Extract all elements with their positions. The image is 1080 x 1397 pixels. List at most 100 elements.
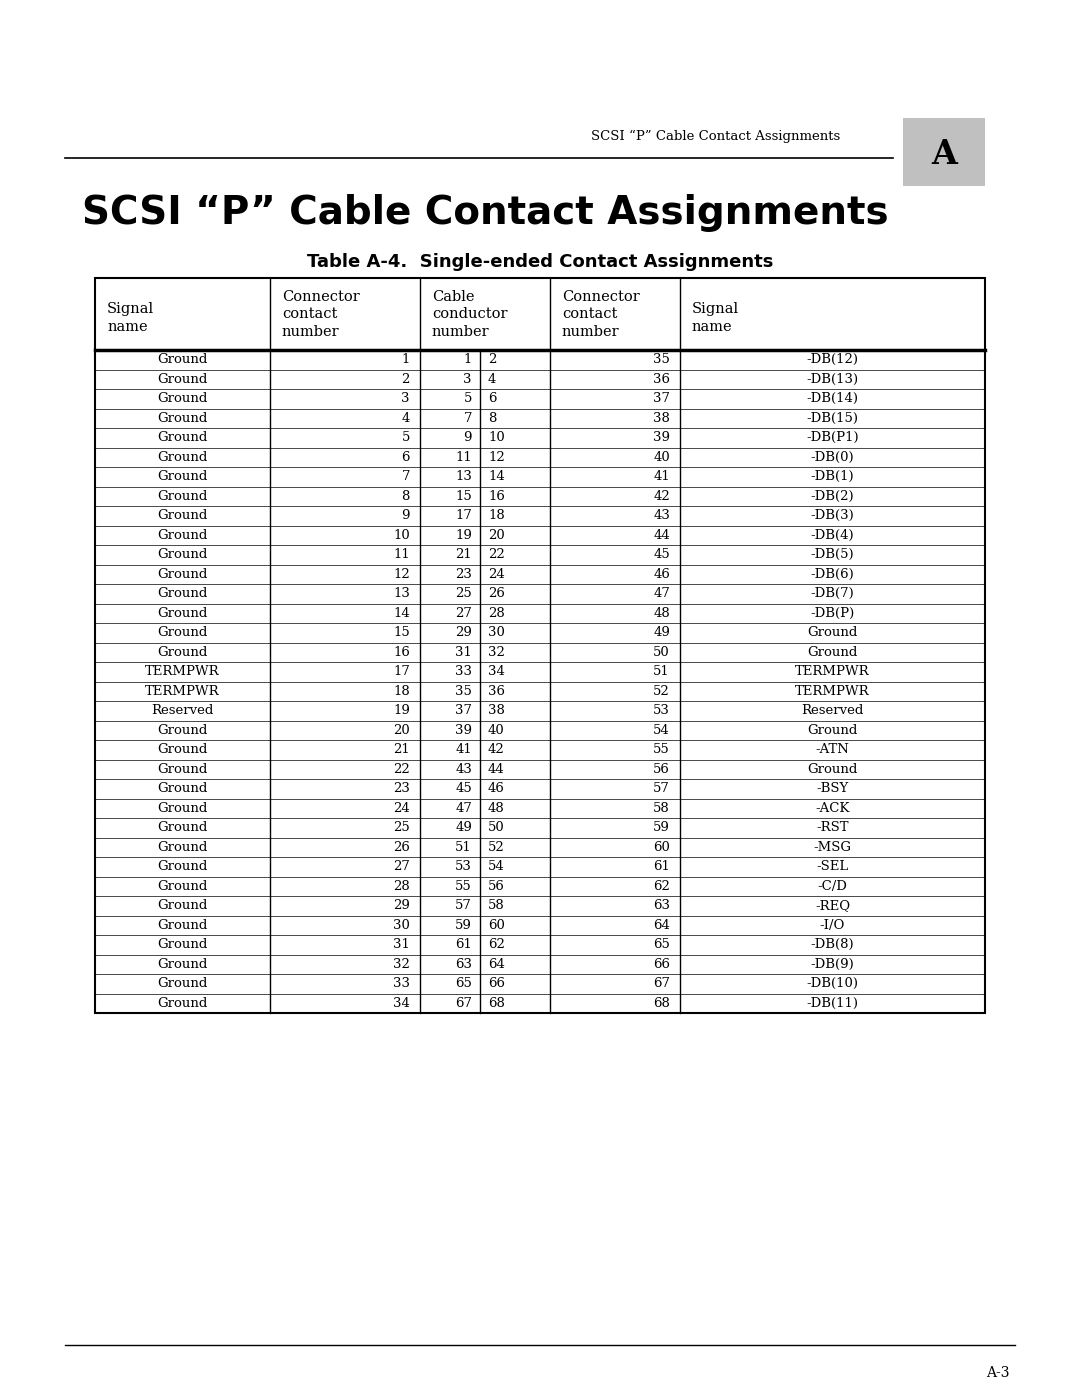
Text: 19: 19 bbox=[455, 528, 472, 542]
Text: Ground: Ground bbox=[158, 958, 207, 971]
Text: Reserved: Reserved bbox=[801, 704, 864, 717]
Text: 4: 4 bbox=[402, 412, 410, 425]
Text: 9: 9 bbox=[402, 510, 410, 522]
Text: -ATN: -ATN bbox=[815, 743, 850, 756]
Text: Ground: Ground bbox=[158, 432, 207, 444]
Text: 14: 14 bbox=[488, 471, 504, 483]
Text: -C/D: -C/D bbox=[818, 880, 848, 893]
Text: Ground: Ground bbox=[158, 939, 207, 951]
Text: 35: 35 bbox=[455, 685, 472, 697]
Text: 20: 20 bbox=[488, 528, 504, 542]
Text: 56: 56 bbox=[653, 763, 670, 775]
Text: 31: 31 bbox=[455, 645, 472, 659]
Text: 48: 48 bbox=[653, 606, 670, 620]
Text: 45: 45 bbox=[456, 782, 472, 795]
Text: 25: 25 bbox=[393, 821, 410, 834]
Text: 5: 5 bbox=[402, 432, 410, 444]
Text: 40: 40 bbox=[488, 724, 504, 736]
Text: Ground: Ground bbox=[158, 900, 207, 912]
Text: 21: 21 bbox=[456, 548, 472, 562]
Text: 32: 32 bbox=[488, 645, 504, 659]
Text: -DB(6): -DB(6) bbox=[811, 567, 854, 581]
Text: -DB(10): -DB(10) bbox=[807, 978, 859, 990]
Text: 44: 44 bbox=[488, 763, 504, 775]
Text: 37: 37 bbox=[653, 393, 670, 405]
Text: 46: 46 bbox=[488, 782, 504, 795]
Text: 17: 17 bbox=[455, 510, 472, 522]
Text: Ground: Ground bbox=[158, 861, 207, 873]
Text: 60: 60 bbox=[653, 841, 670, 854]
Text: Ground: Ground bbox=[158, 763, 207, 775]
Text: 32: 32 bbox=[393, 958, 410, 971]
Text: -DB(4): -DB(4) bbox=[811, 528, 854, 542]
Text: 67: 67 bbox=[653, 978, 670, 990]
Text: 33: 33 bbox=[455, 665, 472, 679]
Text: Ground: Ground bbox=[158, 451, 207, 464]
Text: 30: 30 bbox=[393, 919, 410, 932]
Text: Ground: Ground bbox=[808, 763, 858, 775]
Text: -DB(P1): -DB(P1) bbox=[806, 432, 859, 444]
Text: -DB(0): -DB(0) bbox=[811, 451, 854, 464]
Text: 54: 54 bbox=[653, 724, 670, 736]
Text: 62: 62 bbox=[488, 939, 504, 951]
Text: TERMPWR: TERMPWR bbox=[795, 685, 869, 697]
Text: 59: 59 bbox=[455, 919, 472, 932]
Text: TERMPWR: TERMPWR bbox=[145, 665, 220, 679]
Text: 64: 64 bbox=[488, 958, 504, 971]
Text: 49: 49 bbox=[653, 626, 670, 640]
Text: SCSI “P” Cable Contact Assignments: SCSI “P” Cable Contact Assignments bbox=[82, 194, 889, 232]
Text: Ground: Ground bbox=[158, 471, 207, 483]
Text: 26: 26 bbox=[488, 587, 504, 601]
Text: 6: 6 bbox=[402, 451, 410, 464]
Text: 5: 5 bbox=[463, 393, 472, 405]
Text: 8: 8 bbox=[488, 412, 497, 425]
Text: 33: 33 bbox=[393, 978, 410, 990]
Text: -DB(7): -DB(7) bbox=[811, 587, 854, 601]
Text: TERMPWR: TERMPWR bbox=[145, 685, 220, 697]
Text: 16: 16 bbox=[393, 645, 410, 659]
Text: Ground: Ground bbox=[158, 353, 207, 366]
Text: 15: 15 bbox=[456, 490, 472, 503]
Text: 39: 39 bbox=[455, 724, 472, 736]
Text: 23: 23 bbox=[455, 567, 472, 581]
Text: 36: 36 bbox=[653, 373, 670, 386]
Text: Ground: Ground bbox=[158, 626, 207, 640]
Bar bbox=[95, 278, 985, 1013]
Text: 62: 62 bbox=[653, 880, 670, 893]
Bar bbox=[903, 117, 985, 186]
Text: -DB(15): -DB(15) bbox=[807, 412, 859, 425]
Text: 47: 47 bbox=[653, 587, 670, 601]
Text: -DB(13): -DB(13) bbox=[807, 373, 859, 386]
Text: 10: 10 bbox=[393, 528, 410, 542]
Text: 42: 42 bbox=[653, 490, 670, 503]
Text: 67: 67 bbox=[455, 996, 472, 1010]
Text: 52: 52 bbox=[653, 685, 670, 697]
Text: -MSG: -MSG bbox=[813, 841, 851, 854]
Text: SCSI “P” Cable Contact Assignments: SCSI “P” Cable Contact Assignments bbox=[591, 130, 840, 142]
Text: Ground: Ground bbox=[158, 393, 207, 405]
Text: 51: 51 bbox=[456, 841, 472, 854]
Text: A: A bbox=[931, 138, 957, 172]
Text: 17: 17 bbox=[393, 665, 410, 679]
Text: 1: 1 bbox=[402, 353, 410, 366]
Text: 1: 1 bbox=[463, 353, 472, 366]
Text: Ground: Ground bbox=[158, 978, 207, 990]
Text: 6: 6 bbox=[488, 393, 497, 405]
Text: Ground: Ground bbox=[158, 587, 207, 601]
Text: 63: 63 bbox=[653, 900, 670, 912]
Text: -DB(1): -DB(1) bbox=[811, 471, 854, 483]
Text: 50: 50 bbox=[653, 645, 670, 659]
Text: -DB(2): -DB(2) bbox=[811, 490, 854, 503]
Text: 65: 65 bbox=[455, 978, 472, 990]
Text: 66: 66 bbox=[488, 978, 505, 990]
Text: Ground: Ground bbox=[158, 373, 207, 386]
Text: 56: 56 bbox=[488, 880, 504, 893]
Text: -DB(11): -DB(11) bbox=[807, 996, 859, 1010]
Text: 9: 9 bbox=[463, 432, 472, 444]
Text: 38: 38 bbox=[488, 704, 504, 717]
Text: 7: 7 bbox=[463, 412, 472, 425]
Text: 68: 68 bbox=[653, 996, 670, 1010]
Text: 63: 63 bbox=[455, 958, 472, 971]
Text: 55: 55 bbox=[653, 743, 670, 756]
Text: Ground: Ground bbox=[808, 645, 858, 659]
